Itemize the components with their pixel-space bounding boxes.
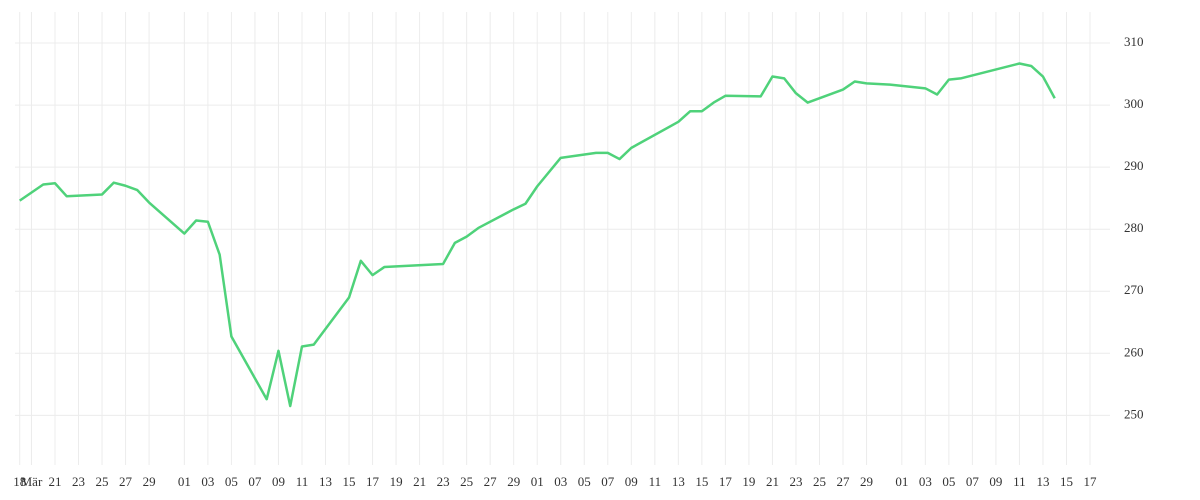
x-tick-label: 17 <box>1084 474 1098 489</box>
y-tick-label: 270 <box>1124 282 1144 297</box>
x-tick-label: 29 <box>143 474 156 489</box>
x-tick-label: 05 <box>225 474 238 489</box>
x-tick-label: 23 <box>72 474 85 489</box>
x-tick-label: 13 <box>672 474 685 489</box>
x-tick-label: 25 <box>813 474 826 489</box>
x-tick-label: 27 <box>484 474 498 489</box>
x-tick-label: 03 <box>554 474 567 489</box>
y-tick-label: 280 <box>1124 220 1144 235</box>
y-tick-label: 300 <box>1124 96 1144 111</box>
x-tick-label: 11 <box>296 474 309 489</box>
x-tick-label: 29 <box>507 474 520 489</box>
x-tick-label: 15 <box>1060 474 1073 489</box>
x-tick-label: 17 <box>719 474 733 489</box>
x-tick-label: 29 <box>860 474 873 489</box>
x-tick-label: 21 <box>766 474 779 489</box>
x-tick-label: 01 <box>895 474 908 489</box>
x-tick-label: 11 <box>1013 474 1026 489</box>
x-tick-label: 01 <box>531 474 544 489</box>
x-tick-label: 03 <box>201 474 214 489</box>
line <box>18 62 1056 408</box>
y-tick-label: 310 <box>1124 34 1144 49</box>
y-tick-label: 260 <box>1124 344 1144 359</box>
x-tick-label: 25 <box>460 474 473 489</box>
x-tick-label: 09 <box>272 474 285 489</box>
x-tick-label: 18 <box>13 474 26 489</box>
x-tick-label: 09 <box>989 474 1002 489</box>
x-tick-label: 21 <box>413 474 426 489</box>
x-tick-label: 05 <box>578 474 591 489</box>
x-tick-label: 23 <box>437 474 450 489</box>
x-tick-label: 03 <box>919 474 932 489</box>
x-tick-label: 27 <box>837 474 851 489</box>
x-tick-label: 07 <box>601 474 615 489</box>
x-tick-label: 15 <box>695 474 708 489</box>
x-tick-label: 19 <box>742 474 755 489</box>
x-tick-label: 07 <box>966 474 980 489</box>
x-tick-label: 05 <box>942 474 955 489</box>
x-tick-label: 01 <box>178 474 191 489</box>
x-tick-label: 09 <box>625 474 638 489</box>
x-tick-label: 25 <box>96 474 109 489</box>
x-tick-label: 17 <box>366 474 380 489</box>
x-tick-label: 23 <box>789 474 802 489</box>
x-tick-label: 13 <box>1036 474 1049 489</box>
x-tick-label: 07 <box>248 474 262 489</box>
x-tick-label: 15 <box>343 474 356 489</box>
y-tick-label: 250 <box>1124 406 1144 421</box>
x-tick-label: 19 <box>390 474 403 489</box>
x-tick-label: 11 <box>649 474 662 489</box>
x-tick-label: 27 <box>119 474 133 489</box>
y-tick-label: 290 <box>1124 158 1144 173</box>
x-tick-label: 13 <box>319 474 332 489</box>
x-tick-label: 21 <box>48 474 61 489</box>
x-tick-label: Mär <box>21 474 43 489</box>
